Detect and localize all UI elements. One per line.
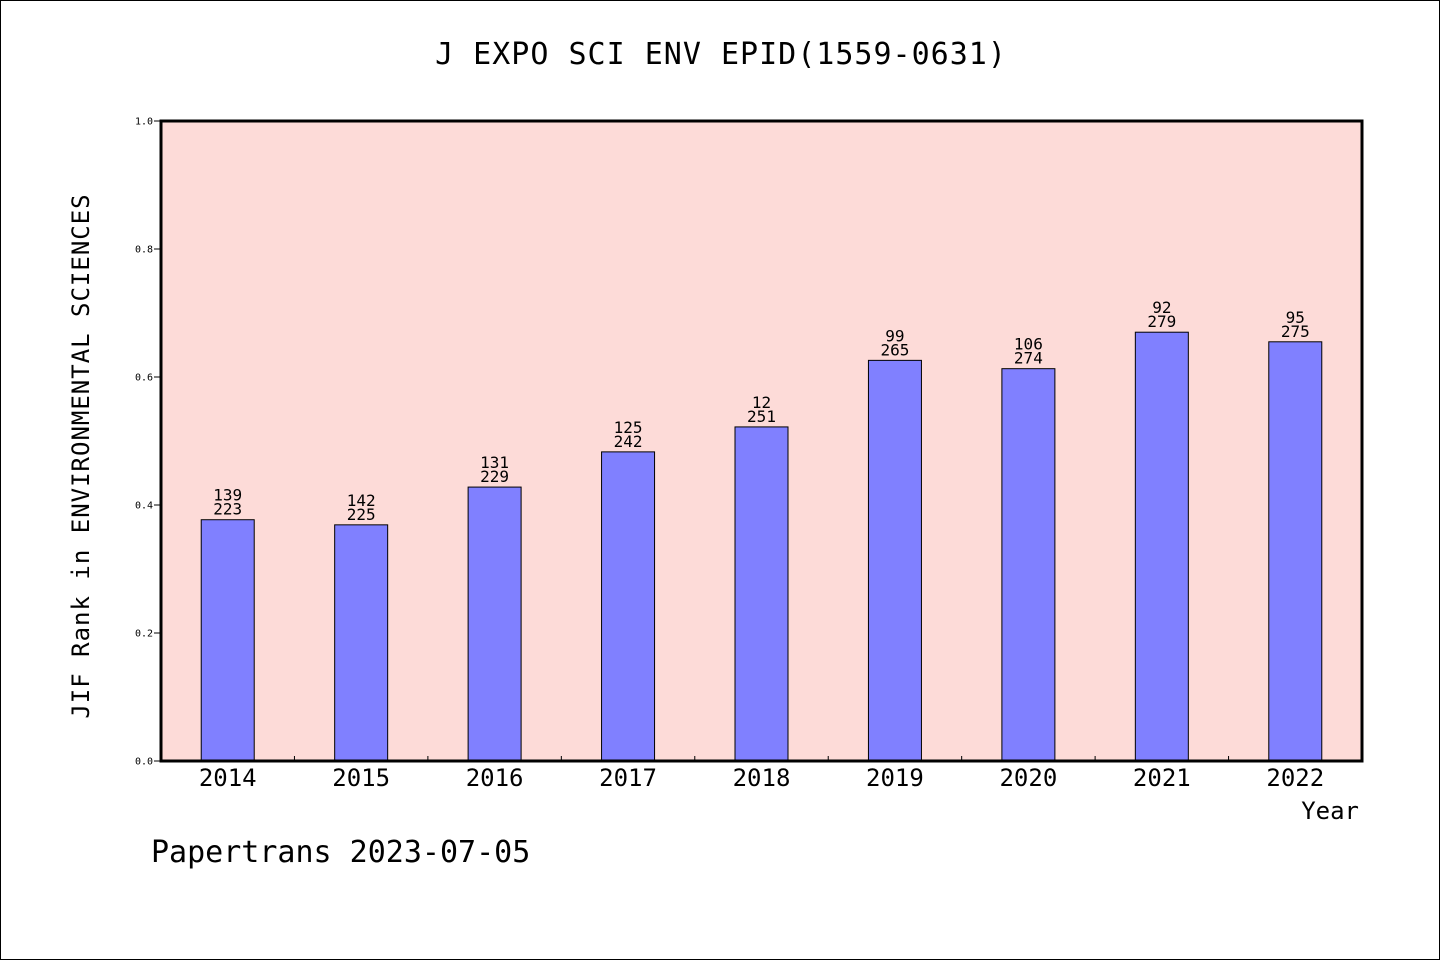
x-tick-label: 2019 xyxy=(866,764,924,792)
bar xyxy=(601,451,656,762)
bar xyxy=(867,359,922,762)
y-tick-label: 0.0 xyxy=(135,757,153,768)
bar-rank-label: 106 xyxy=(1014,335,1043,354)
x-tick-label: 2015 xyxy=(332,764,390,792)
bar-total-label: 225 xyxy=(347,505,376,524)
x-tick-label: 2018 xyxy=(733,764,791,792)
bar-total-label: 242 xyxy=(614,432,643,451)
y-tick-label: 0.6 xyxy=(135,373,153,384)
x-tick-label: 2022 xyxy=(1266,764,1324,792)
chart-title: J EXPO SCI ENV EPID(1559-0631) xyxy=(435,37,1007,72)
bar-total-label: 223 xyxy=(213,500,242,519)
x-tick-label: 2021 xyxy=(1133,764,1191,792)
bar-rank-label: 95 xyxy=(1286,308,1305,327)
bar-rank-label: 131 xyxy=(480,453,509,472)
x-tick-label: 2016 xyxy=(466,764,524,792)
plot-frame xyxy=(159,119,1364,763)
footer-source-date: Papertrans 2023-07-05 xyxy=(151,835,531,870)
x-tick-label: 2014 xyxy=(199,764,257,792)
bar-rank-label: 12 xyxy=(752,393,771,412)
y-tick-label: 0.2 xyxy=(135,629,153,640)
y-tick-label: 1.0 xyxy=(135,117,153,128)
bar-total-label: 279 xyxy=(1147,312,1176,331)
y-tick-label: 0.4 xyxy=(135,501,153,512)
bar xyxy=(334,524,389,762)
bar xyxy=(1268,341,1323,762)
x-tick-label: 2017 xyxy=(599,764,657,792)
bar-rank-label: 142 xyxy=(347,491,376,510)
bar xyxy=(734,426,789,762)
bar-rank-label: 139 xyxy=(213,486,242,505)
bar xyxy=(1001,368,1056,762)
bar-total-label: 275 xyxy=(1281,322,1310,341)
bar-rank-label: 125 xyxy=(614,418,643,437)
bar xyxy=(467,486,522,762)
x-axis-label: Year xyxy=(1301,797,1359,825)
bar-rank-label: 99 xyxy=(885,326,904,345)
x-tick-label: 2020 xyxy=(999,764,1057,792)
y-tick-label: 0.8 xyxy=(135,245,153,256)
bar xyxy=(1134,331,1189,762)
bar-total-label: 229 xyxy=(480,467,509,486)
bar-total-label: 274 xyxy=(1014,349,1043,368)
bar xyxy=(200,519,255,762)
bar-rank-label: 92 xyxy=(1152,298,1171,317)
bar-total-label: 265 xyxy=(880,340,909,359)
bar-total-label: 251 xyxy=(747,407,776,426)
